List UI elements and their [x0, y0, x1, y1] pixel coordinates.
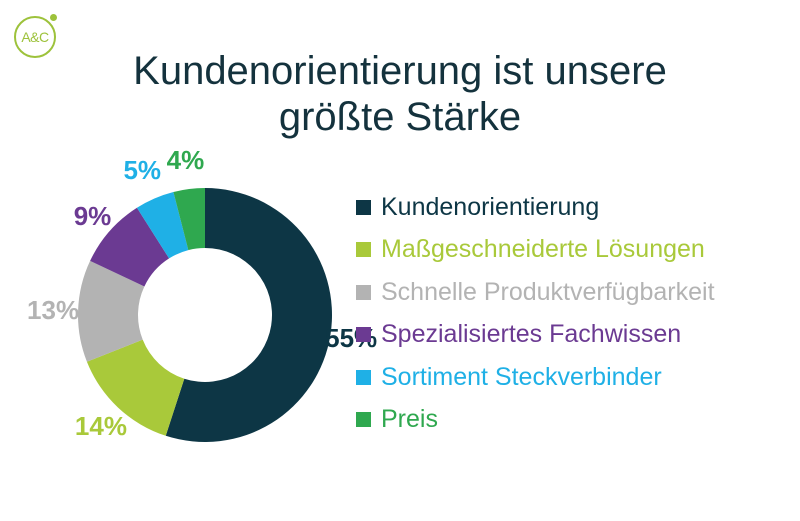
slice-schnelle-produktverfuegbarkeit	[77, 260, 145, 362]
legend-swatch	[356, 327, 371, 343]
slice-kundenorientierung	[165, 188, 333, 443]
legend-item: Maßgeschneiderte Lösungen	[356, 229, 715, 272]
legend-item: Schnelle Produktverfügbarkeit	[356, 271, 715, 314]
legend-swatch	[356, 412, 371, 428]
percent-labels-group: 55%14%13%9%5% 4%	[27, 145, 377, 441]
slice-sortiment-steckverbinder	[136, 191, 189, 259]
legend-item: Preis	[356, 399, 715, 442]
title-line-1: Kundenorientierung ist unsere	[133, 49, 667, 93]
legend-swatch	[356, 242, 371, 258]
legend-label: Schnelle Produktverfügbarkeit	[381, 277, 715, 306]
legend-item: Spezialisiertes Fachwissen	[356, 314, 715, 357]
logo-text: A&C	[21, 29, 49, 45]
legend-label: Preis	[381, 405, 438, 434]
legend-swatch	[356, 369, 371, 385]
legend-label: Spezialisiertes Fachwissen	[381, 320, 682, 349]
percent-label-sortiment-steckverbinder: 5%	[123, 155, 161, 185]
legend-swatch	[356, 199, 371, 215]
chart-title: Kundenorientierung ist unsere größte Stä…	[0, 48, 800, 140]
slice-massgeschneiderte-loesungen	[86, 339, 185, 436]
legend-item: Kundenorientierung	[356, 186, 715, 229]
percent-label-spezialisiertes-fachwissen: 9%	[74, 201, 112, 231]
legend: Kundenorientierung Maßgeschneiderte Lösu…	[356, 186, 715, 441]
logo-dot	[50, 14, 57, 21]
percent-label-massgeschneiderte-loesungen: 14%	[75, 411, 127, 441]
legend-label: Maßgeschneiderte Lösungen	[381, 235, 705, 264]
title-line-2: größte Stärke	[278, 95, 522, 139]
percent-label-preis: 4%	[167, 145, 205, 175]
slices-group	[77, 188, 333, 443]
percent-label-schnelle-produktverfuegbarkeit: 13%	[27, 295, 79, 325]
legend-swatch	[356, 284, 371, 300]
company-logo: A&C	[14, 16, 56, 58]
slice-spezialisiertes-fachwissen	[90, 207, 170, 287]
legend-label: Kundenorientierung	[381, 192, 600, 221]
slice-preis	[173, 188, 205, 251]
legend-item: Sortiment Steckverbinder	[356, 356, 715, 399]
legend-label: Sortiment Steckverbinder	[381, 362, 662, 391]
